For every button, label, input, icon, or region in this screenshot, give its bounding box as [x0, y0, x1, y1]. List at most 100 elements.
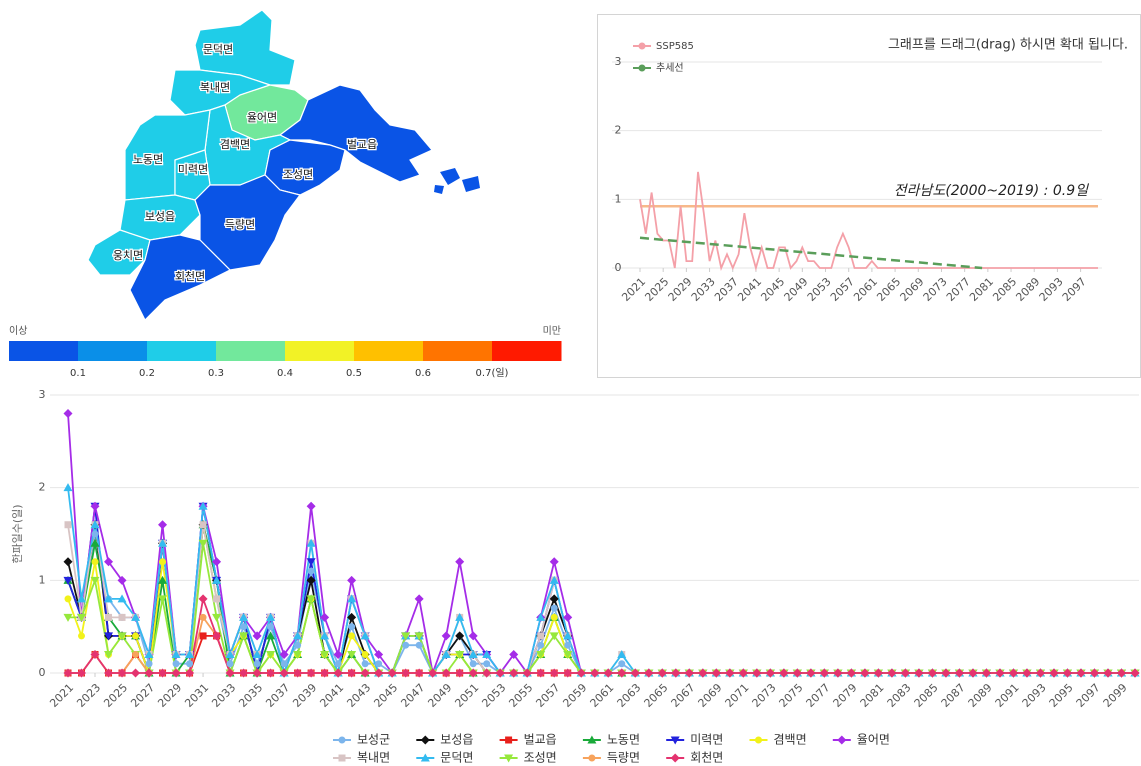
- point: [199, 632, 207, 640]
- point: [279, 649, 289, 659]
- x-tick-label: 2089: [966, 681, 995, 710]
- legend-marker: [588, 754, 596, 762]
- point: [213, 595, 221, 603]
- scale-tick-label: 0.3: [208, 368, 224, 379]
- map-region-label: 문덕면: [203, 43, 233, 56]
- point: [1049, 668, 1059, 678]
- point: [428, 668, 438, 678]
- point: [765, 668, 775, 678]
- point: [401, 632, 411, 641]
- point: [293, 650, 303, 659]
- y-tick-label: 1: [39, 573, 46, 586]
- legend-label: 보성읍: [440, 733, 473, 747]
- point: [725, 668, 735, 678]
- point: [144, 668, 154, 678]
- point: [104, 668, 114, 678]
- legend-marker: [587, 735, 597, 744]
- point: [550, 613, 558, 621]
- y-tick-label: 3: [615, 55, 622, 68]
- point: [348, 623, 356, 631]
- point: [630, 668, 640, 678]
- point: [360, 631, 370, 640]
- legend-label: 복내면: [357, 751, 390, 765]
- point: [469, 660, 477, 668]
- point: [536, 668, 546, 678]
- point: [576, 668, 586, 678]
- scale-tick-label: 0.4: [277, 368, 293, 379]
- point: [239, 612, 249, 621]
- x-tick-label: 2047: [398, 681, 427, 710]
- x-tick-label: 2061: [588, 681, 617, 710]
- legend-label: 추세선: [656, 62, 684, 74]
- scale-tick-label: 0.6: [415, 368, 431, 379]
- x-tick-label: 2063: [615, 681, 644, 710]
- point: [509, 649, 519, 659]
- point: [240, 623, 248, 631]
- point: [198, 539, 208, 548]
- point: [105, 613, 113, 621]
- point: [118, 613, 126, 621]
- point: [752, 668, 762, 678]
- scale-swatch: [216, 341, 286, 361]
- point: [819, 668, 829, 678]
- x-tick-label: 2029: [155, 681, 184, 710]
- point: [468, 649, 478, 658]
- x-tick-label: 2021: [47, 681, 76, 710]
- point: [414, 668, 424, 678]
- scale-swatch: [285, 341, 355, 361]
- point: [212, 613, 222, 622]
- legend-label: 노동면: [607, 733, 640, 747]
- x-tick-label: 2083: [885, 681, 914, 710]
- point: [590, 668, 600, 678]
- point: [1062, 668, 1072, 678]
- map-region-label: 조성면: [283, 168, 313, 181]
- point: [145, 660, 153, 668]
- scale-right-label: 미만: [543, 325, 561, 337]
- reference-label: 전라남도(2000~2019) : 0.9일: [894, 183, 1089, 199]
- legend-label: 조성면: [524, 751, 557, 765]
- legend-marker: [420, 753, 430, 762]
- y-tick-label: 0: [39, 666, 46, 679]
- legend-marker: [670, 736, 680, 745]
- x-tick-label: 2035: [236, 681, 265, 710]
- scale-tick-label: 0.1: [70, 368, 86, 379]
- chart-frame: [597, 14, 1141, 378]
- point: [833, 668, 843, 678]
- point: [117, 632, 127, 641]
- point: [644, 668, 654, 678]
- x-tick-label: 2051: [452, 681, 481, 710]
- point: [1022, 668, 1032, 678]
- x-tick-label: 2095: [1047, 681, 1076, 710]
- point: [441, 649, 451, 658]
- legend-label: 회천면: [690, 750, 723, 765]
- legend-marker: [338, 754, 346, 762]
- point: [401, 668, 411, 678]
- legend-marker: [505, 736, 513, 744]
- legend-label: 득량면: [607, 751, 640, 765]
- point: [954, 668, 964, 678]
- point: [253, 660, 261, 668]
- point: [171, 668, 181, 678]
- point: [306, 538, 316, 547]
- point: [347, 575, 357, 585]
- point: [252, 668, 262, 678]
- x-tick-label: 2057: [533, 681, 562, 710]
- x-tick-label: 2075: [777, 681, 806, 710]
- point: [117, 575, 127, 585]
- legend-marker: [638, 42, 646, 50]
- point: [117, 594, 127, 603]
- point: [387, 668, 397, 678]
- x-tick-label: 2033: [209, 681, 238, 710]
- x-tick-label: 2049: [425, 681, 454, 710]
- point: [455, 612, 465, 621]
- point: [293, 668, 303, 678]
- legend-label: 미력면: [690, 733, 723, 747]
- point: [104, 632, 114, 641]
- point: [90, 501, 100, 511]
- x-tick-label: 2081: [858, 681, 887, 710]
- point: [374, 668, 384, 678]
- point: [738, 668, 748, 678]
- point: [402, 641, 410, 649]
- point: [132, 650, 140, 658]
